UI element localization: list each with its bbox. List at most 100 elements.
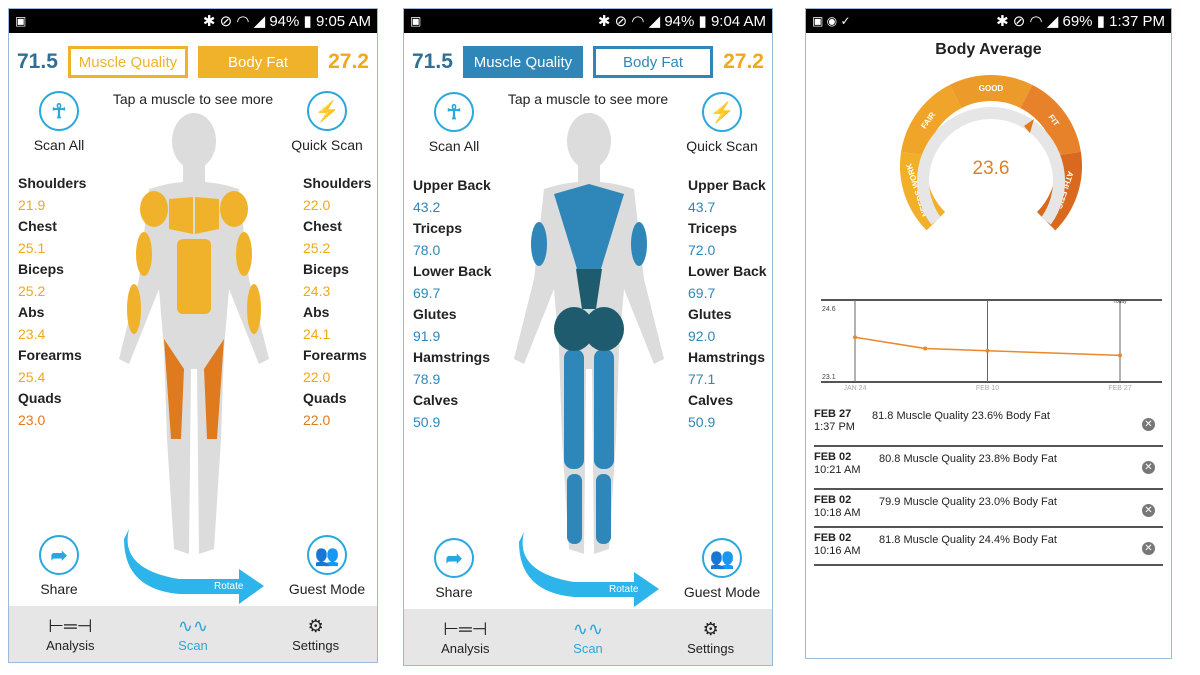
nav-analysis[interactable]: ⊢═⊣ Analysis bbox=[30, 616, 110, 653]
muscle-label[interactable]: Calves bbox=[688, 392, 734, 408]
scan-all-button[interactable]: ☥ Scan All bbox=[404, 92, 504, 154]
share-label: Share bbox=[40, 581, 78, 597]
left-muscle-list: Shoulders 21.9 Chest 25.1 Biceps 25.2 Abs 23… bbox=[18, 173, 86, 431]
history-row[interactable]: FEB 02 10:21 AM 80.8 Muscle Quality 23.8% … bbox=[814, 447, 1163, 490]
quick-scan-button[interactable]: ⚡ Quick Scan bbox=[672, 92, 772, 154]
guest-mode-label: Guest Mode bbox=[683, 584, 761, 600]
muscle-label[interactable]: Triceps bbox=[413, 220, 463, 236]
muscle-label[interactable]: Chest bbox=[18, 218, 57, 234]
muscle-label[interactable]: Chest bbox=[303, 218, 342, 234]
delete-icon[interactable]: ✕ bbox=[1142, 461, 1155, 474]
muscle-label[interactable]: Upper Back bbox=[688, 177, 766, 193]
nav-scan[interactable]: ∿∿ Scan bbox=[153, 616, 233, 653]
nav-settings[interactable]: ⚙ Settings bbox=[671, 619, 751, 656]
muscle-label[interactable]: Biceps bbox=[303, 261, 349, 277]
history-date: FEB 02 bbox=[814, 494, 852, 506]
muscle-label[interactable]: Lower Back bbox=[413, 263, 492, 279]
tab-body-fat[interactable]: Body Fat bbox=[198, 46, 319, 78]
history-row[interactable]: FEB 02 10:16 AM 81.8 Muscle Quality 24.4% … bbox=[814, 528, 1163, 566]
bottom-nav: ⊢═⊣ Analysis ∿∿ Scan ⚙ Settings bbox=[404, 609, 772, 665]
notification-icons: ▣ ◉ ✓ bbox=[812, 14, 851, 28]
muscle-label[interactable]: Shoulders bbox=[18, 175, 87, 191]
history-date: FEB 02 bbox=[814, 532, 852, 544]
muscle-value: 25.4 bbox=[18, 368, 46, 385]
muscle-label[interactable]: Forearms bbox=[18, 347, 82, 363]
muscle-value: 24.1 bbox=[303, 325, 331, 342]
tab-muscle-quality[interactable]: Muscle Quality bbox=[67, 46, 188, 78]
phone-body-fat-front: ▣ ✱ ⊘ ◠ ◢ 94% ▮ 9:05 AM 71.5 Muscle Quali… bbox=[8, 8, 378, 663]
scan-all-label: Scan All bbox=[428, 138, 480, 154]
history-row[interactable]: FEB 27 1:37 PM 81.8 Muscle Quality 23.6% B… bbox=[814, 404, 1163, 447]
history-row[interactable]: FEB 02 10:18 AM 79.9 Muscle Quality 23.0% … bbox=[814, 490, 1163, 528]
delete-icon[interactable]: ✕ bbox=[1142, 542, 1155, 555]
quick-scan-button[interactable]: ⚡ Quick Scan bbox=[277, 91, 377, 153]
muscle-label[interactable]: Glutes bbox=[688, 306, 732, 322]
history-summary: 79.9 Muscle Quality 23.0% Body Fat bbox=[879, 496, 1057, 508]
status-bar: ▣ ✱ ⊘ ◠ ◢ 94% ▮ 9:05 AM bbox=[9, 9, 377, 33]
muscle-label[interactable]: Hamstrings bbox=[413, 349, 491, 365]
share-button[interactable]: ➦ Share bbox=[9, 535, 109, 597]
nav-scan[interactable]: ∿∿ Scan bbox=[548, 619, 628, 656]
bottom-nav: ⊢═⊣ Analysis ∿∿ Scan ⚙ Settings bbox=[9, 606, 377, 662]
gauge-pointer bbox=[1024, 119, 1034, 133]
tab-muscle-quality[interactable]: Muscle Quality bbox=[462, 46, 583, 78]
muscle-label[interactable]: Glutes bbox=[413, 306, 457, 322]
muscle-label[interactable]: Biceps bbox=[18, 261, 64, 277]
muscle-value: 25.2 bbox=[18, 282, 46, 299]
muscle-value: 78.0 bbox=[413, 241, 441, 258]
muscle-value: 22.0 bbox=[303, 196, 331, 213]
muscle-value: 43.2 bbox=[413, 198, 441, 215]
guest-mode-button[interactable]: 👥 Guest Mode bbox=[672, 538, 772, 600]
screenshot-icon: ▣ bbox=[410, 14, 422, 28]
muscle-label[interactable]: Hamstrings bbox=[688, 349, 766, 365]
phone-muscle-quality-back: ▣ ✱ ⊘ ◠ ◢ 94% ▮ 9:04 AM 71.5 Muscle Quali… bbox=[403, 8, 773, 666]
muscle-label[interactable]: Abs bbox=[303, 304, 330, 320]
muscle-label[interactable]: Lower Back bbox=[688, 263, 767, 279]
rotate-arrow[interactable]: Rotate bbox=[119, 524, 269, 604]
history-summary: 80.8 Muscle Quality 23.8% Body Fat bbox=[879, 453, 1057, 465]
muscle-label[interactable]: Shoulders bbox=[303, 175, 372, 191]
muscle-label[interactable]: Forearms bbox=[303, 347, 367, 363]
body-fat-chart: JAN 24 FEB 10 FEB 27 24.6 23.1 Today bbox=[821, 299, 1162, 391]
status-bar: ▣ ◉ ✓ ✱ ⊘ ◠ ◢ 69% ▮ 1:37 PM bbox=[806, 9, 1171, 33]
delete-icon[interactable]: ✕ bbox=[1142, 504, 1155, 517]
muscle-quality-value: 71.5 bbox=[412, 50, 453, 73]
muscle-value: 23.0 bbox=[18, 411, 46, 428]
muscle-label[interactable]: Quads bbox=[303, 390, 347, 406]
data-point bbox=[853, 335, 857, 340]
rotate-arrow[interactable]: Rotate bbox=[514, 527, 664, 607]
y-tick-label: 23.1 bbox=[822, 374, 836, 381]
quick-scan-label: Quick Scan bbox=[291, 137, 363, 153]
muscle-label[interactable]: Abs bbox=[18, 304, 45, 320]
muscle-value: 91.9 bbox=[413, 327, 441, 344]
guest-mode-button[interactable]: 👥 Guest Mode bbox=[277, 535, 377, 597]
lightning-icon: ⚡ bbox=[702, 92, 742, 132]
right-muscle-list: Shoulders 22.0 Chest 25.2 Biceps 24.3 Abs 24… bbox=[303, 173, 371, 431]
share-label: Share bbox=[435, 584, 473, 600]
gear-icon: ⚙ bbox=[307, 615, 324, 636]
clock: 9:05 AM bbox=[315, 13, 371, 30]
muscle-value: 50.9 bbox=[413, 413, 441, 430]
muscle-value: 23.4 bbox=[18, 325, 46, 342]
nav-label: Settings bbox=[687, 640, 735, 656]
delete-icon[interactable]: ✕ bbox=[1142, 418, 1155, 431]
muscle-value: 24.3 bbox=[303, 282, 331, 299]
tab-body-fat[interactable]: Body Fat bbox=[593, 46, 714, 78]
body-fat-value: 27.2 bbox=[723, 50, 764, 73]
right-muscle-list: Upper Back 43.7 Triceps 72.0 Lower Back 69.… bbox=[688, 175, 767, 433]
muscle-label[interactable]: Upper Back bbox=[413, 177, 491, 193]
nav-settings[interactable]: ⚙ Settings bbox=[276, 616, 356, 653]
history-summary: 81.8 Muscle Quality 24.4% Body Fat bbox=[879, 534, 1057, 546]
muscle-label[interactable]: Calves bbox=[413, 392, 459, 408]
guest-mode-label: Guest Mode bbox=[288, 581, 366, 597]
history-list: FEB 27 1:37 PM 81.8 Muscle Quality 23.6% B… bbox=[814, 404, 1163, 566]
lightning-icon: ⚡ bbox=[307, 91, 347, 131]
body-front-figure[interactable] bbox=[109, 109, 279, 579]
share-button[interactable]: ➦ Share bbox=[404, 538, 504, 600]
body-back-figure[interactable] bbox=[504, 109, 674, 579]
muscle-label[interactable]: Triceps bbox=[688, 220, 738, 236]
muscle-label[interactable]: Quads bbox=[18, 390, 62, 406]
nav-analysis[interactable]: ⊢═⊣ Analysis bbox=[425, 619, 505, 656]
phone-analysis: ▣ ◉ ✓ ✱ ⊘ ◠ ◢ 69% ▮ 1:37 PM Body Average … bbox=[805, 8, 1172, 659]
scan-all-button[interactable]: ☥ Scan All bbox=[9, 91, 109, 153]
